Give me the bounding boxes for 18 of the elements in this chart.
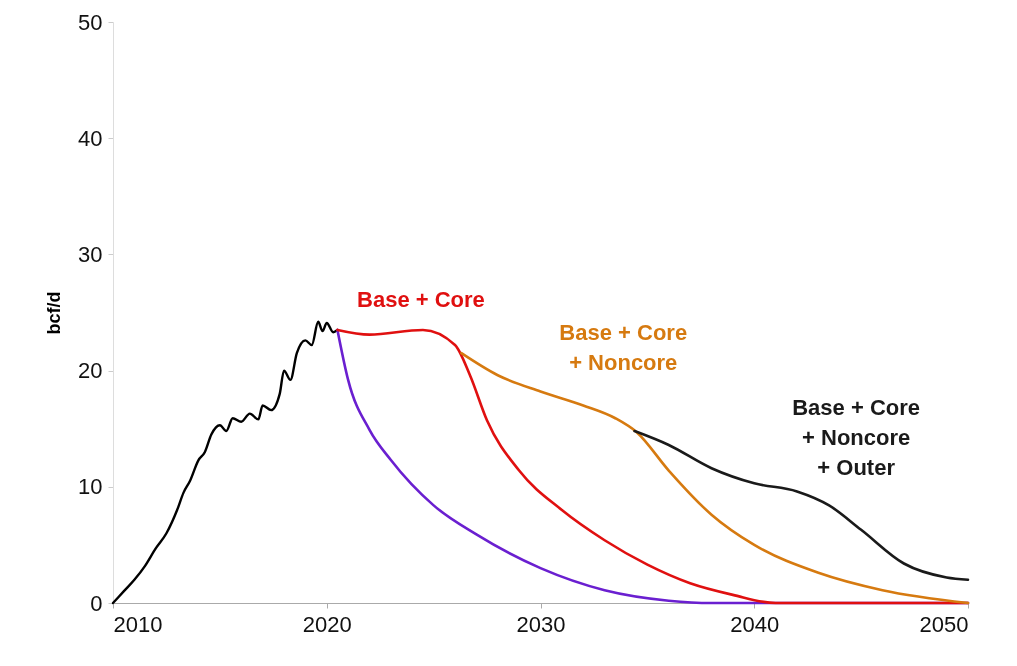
series-label: Base + Core + Noncore + Outer xyxy=(792,394,921,480)
y-tick-label: 40 xyxy=(78,125,103,151)
series-label: Base + Core xyxy=(357,286,485,312)
x-tick-label: 2020 xyxy=(302,611,352,637)
line-series xyxy=(460,351,970,605)
x-tick-label: 2010 xyxy=(113,611,163,637)
line-series xyxy=(633,429,970,582)
series-label: Base + Core + Noncore xyxy=(559,320,688,376)
line-series xyxy=(111,320,339,605)
y-axis-title: bcf/d xyxy=(44,291,65,335)
y-tick-label: 10 xyxy=(78,474,103,500)
x-tick-label: 2050 xyxy=(919,611,969,637)
y-tick-label: 0 xyxy=(90,590,103,616)
y-tick-label: 20 xyxy=(78,358,103,384)
y-tick-label: 30 xyxy=(78,241,103,267)
x-tick-label: 2030 xyxy=(516,611,566,637)
x-tick-label: 2040 xyxy=(730,611,780,637)
y-tick-label: 50 xyxy=(78,9,103,35)
